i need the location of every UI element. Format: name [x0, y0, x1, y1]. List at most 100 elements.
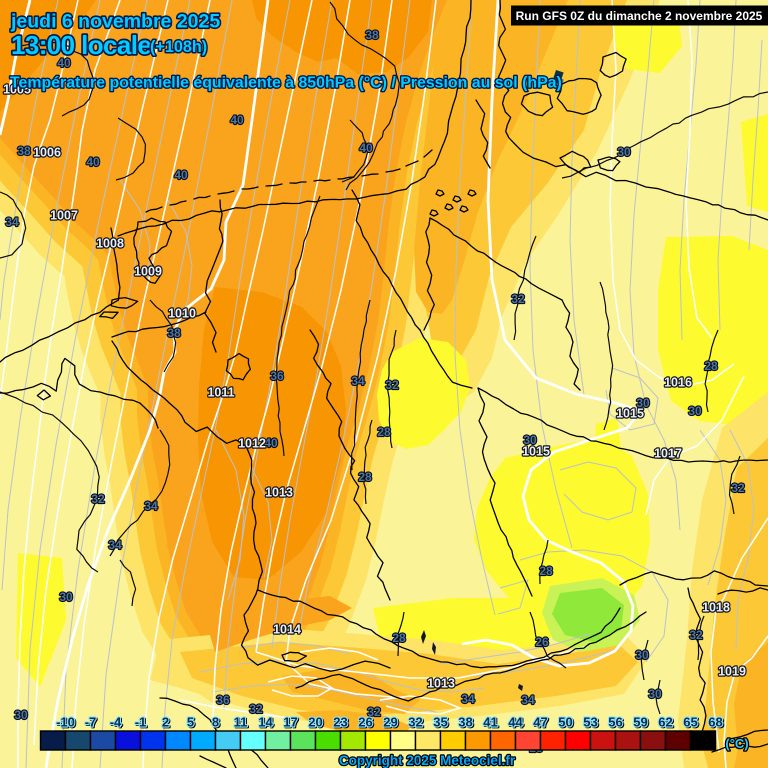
- svg-text:32: 32: [249, 702, 263, 716]
- svg-text:5: 5: [187, 715, 194, 730]
- svg-text:36: 36: [216, 693, 230, 707]
- svg-text:1011: 1011: [207, 385, 234, 399]
- svg-text:-7: -7: [86, 716, 98, 731]
- svg-text:-4: -4: [111, 716, 123, 731]
- svg-text:Copyright 2025 Meteociel.fr: Copyright 2025 Meteociel.fr: [339, 753, 516, 768]
- svg-text:35: 35: [433, 715, 447, 730]
- svg-text:35: 35: [434, 716, 448, 731]
- svg-text:34: 34: [144, 499, 158, 513]
- svg-text:Run GFS 0Z du dimanche 2 novem: Run GFS 0Z du dimanche 2 novembre 2025: [516, 9, 763, 23]
- svg-text:1014: 1014: [273, 622, 301, 636]
- svg-text:30: 30: [14, 708, 28, 722]
- svg-text:28: 28: [704, 359, 718, 373]
- svg-text:1012: 1012: [238, 436, 266, 450]
- svg-text:40: 40: [86, 155, 100, 169]
- svg-text:11: 11: [234, 715, 248, 730]
- svg-text:32: 32: [689, 628, 703, 642]
- svg-text:1010: 1010: [168, 306, 196, 320]
- svg-text:32: 32: [367, 705, 381, 719]
- svg-text:2: 2: [162, 715, 169, 730]
- svg-text:36: 36: [270, 369, 284, 383]
- svg-text:50: 50: [559, 716, 573, 731]
- svg-text:53: 53: [583, 715, 597, 730]
- svg-text:28: 28: [358, 470, 372, 484]
- svg-text:62: 62: [659, 716, 673, 731]
- svg-text:56: 56: [608, 715, 622, 730]
- svg-text:14: 14: [258, 715, 273, 730]
- svg-text:44: 44: [509, 716, 524, 731]
- svg-text:32: 32: [408, 715, 422, 730]
- svg-text:56: 56: [609, 716, 623, 731]
- svg-text:40: 40: [230, 113, 244, 127]
- svg-text:30: 30: [617, 145, 631, 159]
- svg-text:1015: 1015: [522, 444, 550, 458]
- svg-text:38: 38: [458, 715, 472, 730]
- svg-text:38: 38: [17, 144, 31, 158]
- svg-text:23: 23: [333, 715, 347, 730]
- svg-text:(+108h): (+108h): [150, 38, 207, 56]
- svg-text:26: 26: [535, 635, 549, 649]
- svg-text:1016: 1016: [664, 375, 692, 389]
- svg-text:40: 40: [57, 56, 71, 70]
- svg-text:1019: 1019: [718, 664, 746, 678]
- svg-text:30: 30: [59, 590, 73, 604]
- svg-text:38: 38: [459, 716, 473, 731]
- svg-text:20: 20: [309, 716, 323, 731]
- svg-text:34: 34: [521, 693, 535, 707]
- svg-text:47: 47: [533, 715, 547, 730]
- svg-text:-1: -1: [135, 715, 147, 730]
- svg-text:1017: 1017: [654, 446, 682, 460]
- svg-text:1018: 1018: [702, 600, 730, 614]
- svg-text:59: 59: [633, 715, 647, 730]
- svg-text:30: 30: [636, 396, 650, 410]
- svg-text:44: 44: [508, 715, 523, 730]
- svg-text:50: 50: [558, 715, 572, 730]
- svg-text:65: 65: [684, 716, 698, 731]
- svg-text:jeudi 6 novembre 2025: jeudi 6 novembre 2025: [10, 11, 220, 33]
- svg-text:41: 41: [483, 715, 497, 730]
- svg-text:65: 65: [683, 715, 697, 730]
- svg-text:32: 32: [409, 716, 423, 731]
- svg-text:29: 29: [384, 716, 398, 731]
- svg-text:38: 38: [365, 28, 379, 42]
- svg-text:32: 32: [385, 378, 399, 392]
- svg-text:1006: 1006: [33, 145, 61, 159]
- svg-text:34: 34: [461, 692, 475, 706]
- svg-text:59: 59: [634, 716, 648, 731]
- svg-text:40: 40: [264, 436, 278, 450]
- svg-text:30: 30: [635, 648, 649, 662]
- svg-text:30: 30: [688, 404, 702, 418]
- svg-text:1008: 1008: [96, 236, 124, 250]
- svg-text:-10: -10: [56, 715, 75, 730]
- svg-text:28: 28: [377, 425, 391, 439]
- svg-text:(°C): (°C): [725, 736, 748, 751]
- svg-text:34: 34: [5, 215, 19, 229]
- svg-text:28: 28: [539, 564, 553, 578]
- svg-text:-4: -4: [110, 715, 122, 730]
- svg-text:28: 28: [392, 631, 406, 645]
- svg-text:8: 8: [212, 715, 219, 730]
- svg-text:8: 8: [213, 716, 220, 731]
- svg-text:1007: 1007: [50, 208, 78, 222]
- svg-text:-7: -7: [85, 715, 97, 730]
- svg-text:2: 2: [163, 716, 170, 731]
- svg-text:14: 14: [259, 716, 274, 731]
- svg-text:23: 23: [334, 716, 348, 731]
- svg-text:34: 34: [108, 538, 122, 552]
- svg-text:1013: 1013: [427, 676, 455, 690]
- svg-text:32: 32: [91, 492, 105, 506]
- svg-text:32: 32: [731, 481, 745, 495]
- svg-text:1013: 1013: [265, 485, 293, 499]
- svg-text:-10: -10: [57, 716, 76, 731]
- svg-text:30: 30: [648, 687, 662, 701]
- svg-text:41: 41: [484, 716, 498, 731]
- svg-text:1005: 1005: [3, 82, 31, 96]
- svg-text:68: 68: [708, 715, 722, 730]
- svg-text:13:00 locale: 13:00 locale: [11, 30, 151, 60]
- svg-text:-1: -1: [136, 716, 148, 731]
- svg-text:17: 17: [283, 715, 297, 730]
- svg-text:40: 40: [359, 141, 373, 155]
- svg-text:Température potentielle équiva: Température potentielle équivalente à 85…: [10, 75, 562, 92]
- svg-text:38: 38: [167, 326, 181, 340]
- svg-text:68: 68: [709, 716, 723, 731]
